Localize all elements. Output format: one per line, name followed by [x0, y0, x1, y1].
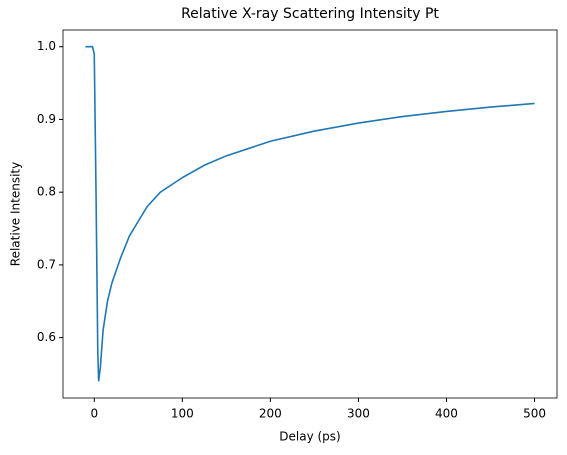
plot-frame [62, 29, 558, 399]
x-tick-label: 0 [90, 407, 98, 421]
x-tick-label: 100 [171, 407, 194, 421]
y-tick-label: 0.9 [37, 112, 56, 126]
x-axis-label: Delay (ps) [279, 430, 340, 444]
chart-title: Relative X-ray Scattering Intensity Pt [181, 6, 439, 22]
line-series [85, 45, 535, 382]
x-tick-label: 200 [259, 407, 282, 421]
x-tick-label: 300 [347, 407, 370, 421]
y-tick-label: 0.7 [37, 257, 56, 271]
y-tick-label: 0.6 [37, 330, 56, 344]
y-axis-label: Relative Intensity [9, 162, 23, 266]
x-tick-label: 400 [435, 407, 458, 421]
x-tick-label: 500 [523, 407, 546, 421]
y-tick-label: 0.8 [37, 185, 56, 199]
y-tick-label: 1.0 [37, 39, 56, 53]
